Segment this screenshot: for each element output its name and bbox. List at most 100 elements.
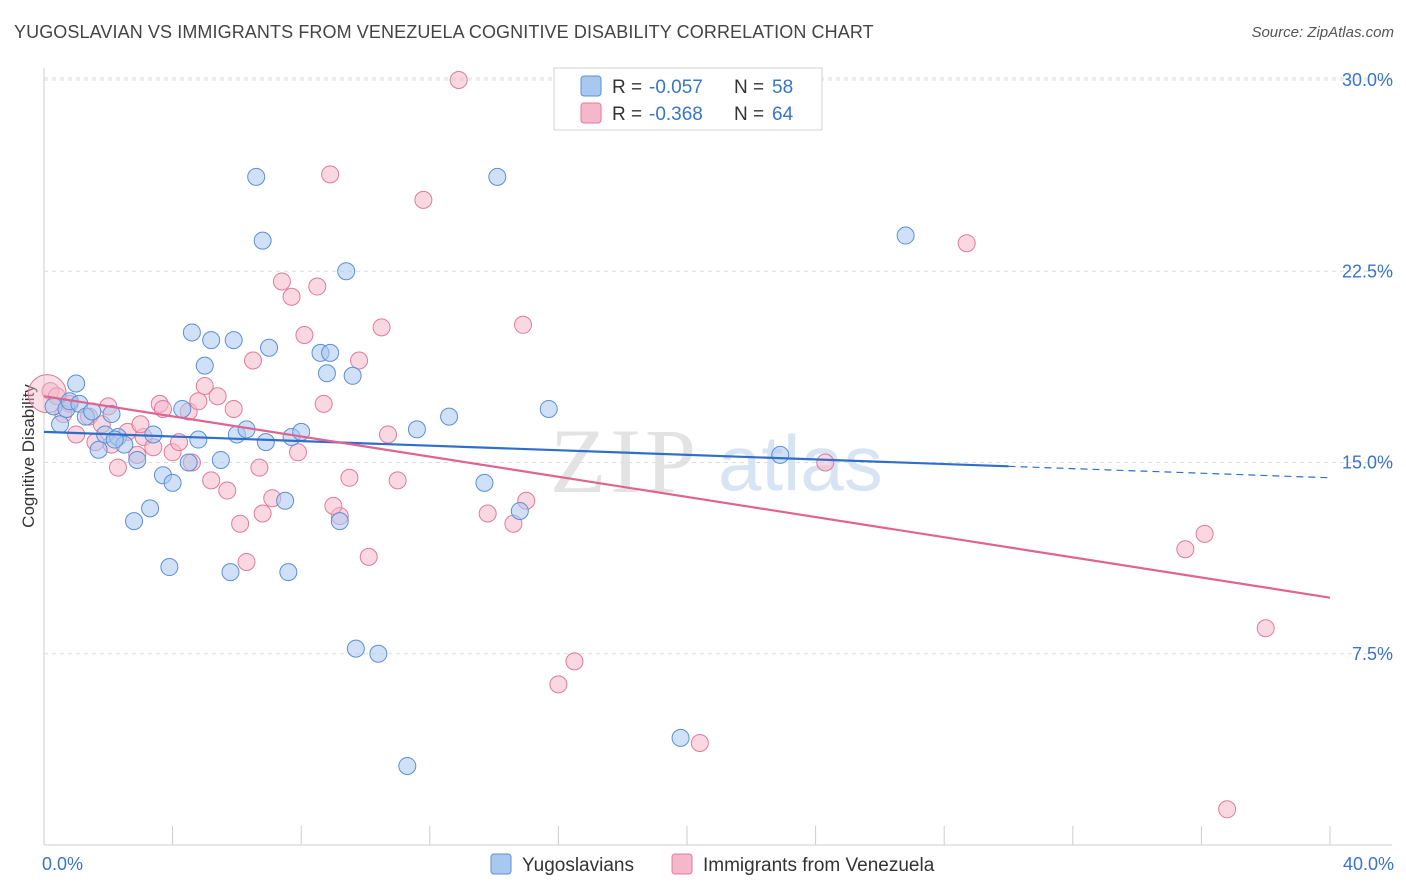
- yugoslavian-point: [195, 356, 214, 375]
- legend-n-value-2: 64: [772, 104, 794, 125]
- venezuela-point: [250, 458, 269, 477]
- yugoslavian-point: [321, 343, 340, 362]
- yugoslavian-point: [488, 167, 507, 186]
- y-tick-labels: 7.5% 15.0% 22.5% 30.0%: [1342, 70, 1393, 664]
- venezuela-point: [295, 326, 314, 344]
- venezuela-point: [350, 351, 369, 370]
- legend-swatch-venezuela: [580, 102, 602, 124]
- yugoslavian-point: [260, 338, 279, 357]
- venezuela-point: [308, 277, 327, 296]
- x-ticks: [43, 826, 1331, 845]
- yugoslavian-point: [253, 231, 272, 250]
- trend-lines: [43, 395, 1331, 599]
- yugoslavian-trend-line: [43, 430, 1009, 468]
- venezuela-point: [690, 734, 709, 752]
- venezuela-point: [224, 399, 243, 418]
- venezuela-point: [288, 443, 307, 462]
- legend-r-value-2: -0.368: [649, 104, 703, 125]
- venezuela-point: [253, 504, 272, 523]
- venezuela-point: [272, 272, 291, 291]
- yugoslavian-point: [407, 420, 426, 439]
- yugoslavian-point: [144, 425, 163, 444]
- yugoslavian-point: [330, 512, 349, 531]
- bottom-legend: Yugoslavians Immigrants from Venezuela: [490, 853, 935, 876]
- bottom-legend-swatch-venezuela: [671, 853, 693, 875]
- venezuela-point: [449, 71, 468, 89]
- x-tick-label-max: 40.0%: [1343, 854, 1394, 874]
- yugoslavian-point: [539, 399, 558, 418]
- venezuela-point: [340, 468, 359, 487]
- legend-n-value-1: 58: [772, 77, 793, 98]
- yugoslavian-point: [160, 558, 179, 577]
- chart-title: YUGOSLAVIAN VS IMMIGRANTS FROM VENEZUELA…: [14, 22, 874, 42]
- yugoslavian-point: [247, 167, 266, 186]
- venezuela-point: [195, 377, 214, 395]
- top-legend: R = -0.057 N = 58 R = -0.368 N = 64: [553, 67, 823, 131]
- yugoslavian-point: [182, 323, 201, 342]
- venezuela-point: [514, 315, 533, 334]
- yugoslavian-point: [202, 331, 221, 350]
- yugoslavian-point: [67, 374, 86, 393]
- yugoslavian-point: [125, 512, 144, 531]
- yugoslavian-point: [179, 453, 198, 472]
- venezuela-trend-line: [43, 395, 1331, 599]
- yugoslavian-point: [163, 473, 182, 492]
- yugoslavian-point: [141, 499, 160, 518]
- venezuela-point: [414, 190, 433, 209]
- venezuela-point: [131, 415, 150, 434]
- venezuela-point: [1256, 619, 1275, 638]
- yugoslavian-point: [510, 501, 529, 520]
- venezuela-point: [321, 165, 340, 184]
- x-tick-label-min: 0.0%: [42, 854, 83, 874]
- venezuela-point: [1218, 800, 1237, 819]
- venezuela-point: [957, 234, 976, 253]
- legend-r-value-1: -0.057: [649, 77, 703, 98]
- yugoslavian-point: [346, 639, 365, 658]
- yugoslavian-point: [189, 430, 208, 449]
- chart-source: Source: ZipAtlas.com: [1251, 24, 1394, 41]
- legend-n-label-1: N =: [734, 77, 764, 98]
- yugoslavian-point: [51, 415, 70, 434]
- venezuela-point: [202, 471, 221, 490]
- legend-n-label-2: N =: [734, 104, 764, 125]
- legend-r-label-2: R =: [612, 104, 642, 125]
- watermark-zip: ZIP: [550, 410, 700, 512]
- bottom-legend-label-venezuela: Immigrants from Venezuela: [703, 855, 935, 876]
- y-axis-label: Cognitive Disability: [19, 384, 38, 528]
- venezuela-point: [565, 652, 584, 671]
- y-tick-label: 22.5%: [1342, 261, 1393, 281]
- venezuela-point: [379, 425, 398, 444]
- venezuela-point: [314, 394, 333, 413]
- yugoslavian-point: [771, 445, 790, 464]
- yugoslavian-point: [256, 433, 275, 452]
- yugoslavian-point: [369, 644, 388, 663]
- y-tick-label: 30.0%: [1342, 70, 1393, 90]
- yugoslavian-point: [337, 262, 356, 281]
- venezuela-point: [218, 481, 237, 500]
- legend-swatch-yugoslavians: [580, 75, 602, 97]
- yugoslavian-point: [279, 563, 298, 582]
- venezuela-point: [208, 387, 227, 406]
- venezuela-point: [1176, 540, 1195, 559]
- venezuela-point: [359, 547, 378, 566]
- venezuela-point: [231, 514, 250, 533]
- venezuela-point: [237, 552, 256, 571]
- y-tick-label: 15.0%: [1342, 453, 1393, 473]
- yugoslavian-point: [211, 450, 230, 469]
- venezuela-point: [67, 425, 86, 444]
- venezuela-point: [108, 458, 127, 477]
- yugoslavian-point: [224, 331, 243, 350]
- venezuela-point: [189, 392, 208, 411]
- venezuela-point: [324, 496, 343, 515]
- yugoslavian-point: [89, 440, 108, 459]
- yugoslavian-point: [317, 364, 336, 383]
- bottom-legend-label-yugoslavians: Yugoslavians: [522, 855, 634, 876]
- yugoslavian-point: [276, 491, 295, 510]
- yugoslavian-point: [221, 563, 240, 582]
- venezuela-point: [282, 287, 301, 306]
- venezuela-point: [816, 453, 835, 472]
- venezuela-point: [372, 318, 391, 337]
- yugoslavian-point: [343, 366, 362, 385]
- yugoslavian-point: [128, 450, 147, 469]
